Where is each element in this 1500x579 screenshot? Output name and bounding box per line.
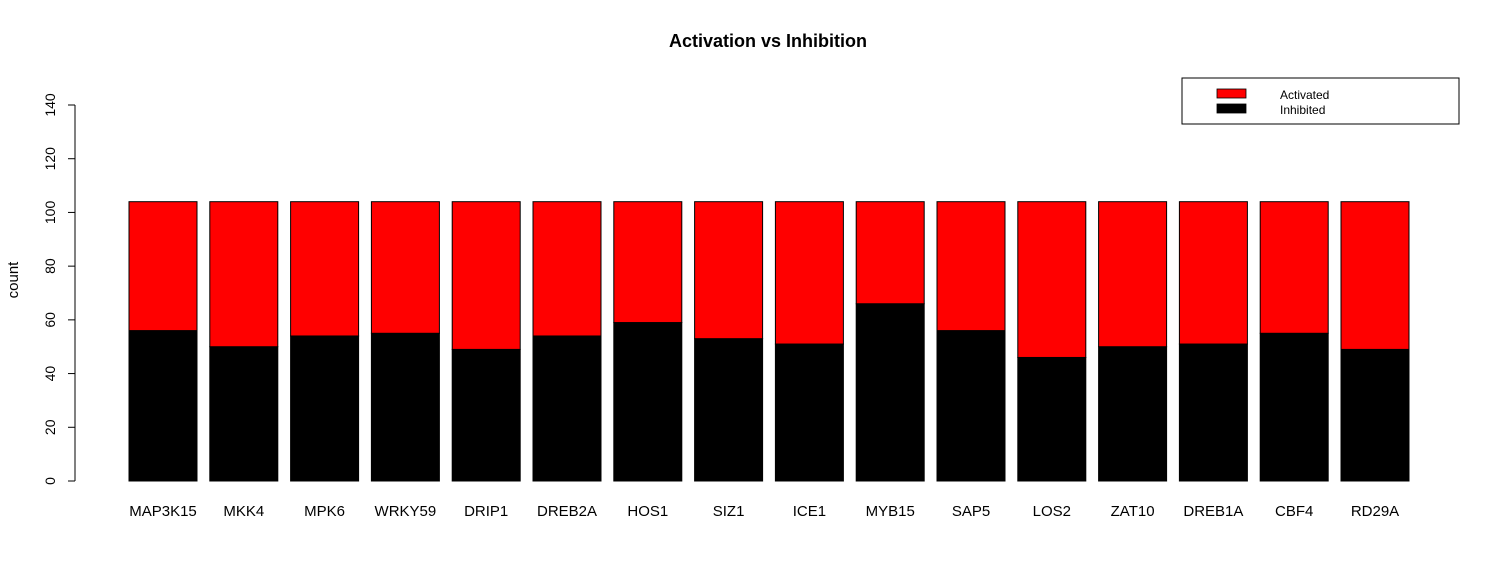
x-tick-label: MKK4 — [223, 503, 264, 520]
x-tick-label: LOS2 — [1033, 503, 1071, 520]
x-tick-label: ICE1 — [793, 503, 826, 520]
x-tick-label: DREB2A — [537, 503, 597, 520]
bar-inhibited-ice1 — [774, 343, 844, 482]
legend: Activated Inhibited — [1181, 77, 1460, 125]
bar-activated-map3k15 — [128, 201, 198, 332]
chart-title: Activation vs Inhibition — [669, 31, 867, 51]
bar-activated-hos1 — [613, 201, 683, 324]
bar-inhibited-dreb2a — [532, 335, 602, 482]
y-tick-label: 80 — [42, 258, 58, 274]
x-tick-label: DRIP1 — [464, 503, 508, 520]
y-tick-label: 20 — [42, 419, 58, 435]
x-tick-label: WRKY59 — [375, 503, 437, 520]
bar-inhibited-drip1 — [451, 348, 521, 482]
bar-activated-zat10 — [1098, 201, 1168, 348]
y-tick-label: 0 — [42, 477, 58, 485]
bar-activated-mkk4 — [209, 201, 279, 348]
bar-inhibited-myb15 — [855, 303, 925, 482]
y-axis-title: count — [5, 261, 22, 299]
x-tick-label: MYB15 — [866, 503, 915, 520]
x-tick-label: RD29A — [1351, 503, 1399, 520]
bar-inhibited-dreb1a — [1178, 343, 1248, 482]
bar-activated-ice1 — [774, 201, 844, 345]
bar-inhibited-mkk4 — [209, 346, 279, 482]
bar-inhibited-los2 — [1017, 356, 1087, 482]
x-tick-label: SIZ1 — [713, 503, 745, 520]
bar-inhibited-mpk6 — [290, 335, 360, 482]
bar-activated-myb15 — [855, 201, 925, 305]
bar-activated-dreb1a — [1178, 201, 1248, 345]
y-tick-label: 140 — [42, 93, 58, 117]
x-tick-label: HOS1 — [627, 503, 668, 520]
legend-label-activated: Activated — [1280, 88, 1329, 102]
bars — [128, 201, 1410, 482]
bar-activated-siz1 — [694, 201, 764, 340]
bar-activated-dreb2a — [532, 201, 602, 337]
bar-activated-rd29a — [1340, 201, 1410, 350]
y-axis: 0 20 40 60 80 100 120 140 — [42, 93, 76, 485]
bar-activated-wrky59 — [370, 201, 440, 334]
legend-label-inhibited: Inhibited — [1280, 103, 1325, 117]
bar-activated-mpk6 — [290, 201, 360, 337]
x-tick-label: SAP5 — [952, 503, 990, 520]
legend-swatch-activated — [1216, 88, 1247, 99]
bar-activated-drip1 — [451, 201, 521, 350]
x-tick-label: MPK6 — [304, 503, 345, 520]
bar-inhibited-zat10 — [1098, 346, 1168, 482]
x-tick-label: MAP3K15 — [129, 503, 197, 520]
y-tick-label: 60 — [42, 312, 58, 328]
bar-activated-cbf4 — [1259, 201, 1329, 334]
y-tick-label: 120 — [42, 147, 58, 171]
x-tick-label: CBF4 — [1275, 503, 1313, 520]
bar-inhibited-hos1 — [613, 322, 683, 482]
bar-activated-sap5 — [936, 201, 1006, 332]
x-tick-label: DREB1A — [1183, 503, 1243, 520]
y-tick-label: 100 — [42, 201, 58, 225]
bar-inhibited-cbf4 — [1259, 332, 1329, 482]
bar-inhibited-wrky59 — [370, 332, 440, 482]
y-tick-label: 40 — [42, 366, 58, 382]
legend-swatch-inhibited — [1216, 103, 1247, 114]
bar-inhibited-map3k15 — [128, 330, 198, 482]
x-tick-label: ZAT10 — [1111, 503, 1155, 520]
bar-inhibited-siz1 — [694, 338, 764, 482]
legend-box — [1181, 77, 1460, 125]
x-axis-labels: MAP3K15 MKK4 MPK6 WRKY59 DRIP1 DREB2A HOS1 SIZ1… — [129, 503, 1399, 520]
bar-activated-los2 — [1017, 201, 1087, 358]
bar-inhibited-sap5 — [936, 330, 1006, 482]
bar-inhibited-rd29a — [1340, 348, 1410, 482]
